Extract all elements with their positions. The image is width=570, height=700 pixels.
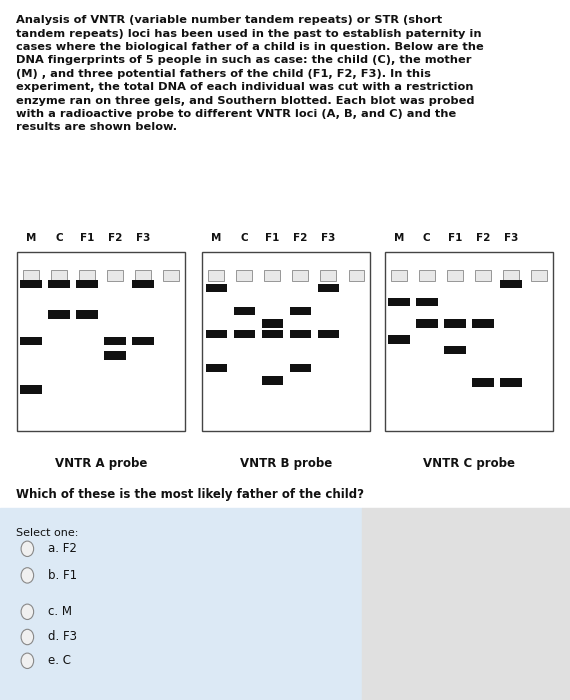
Bar (472, 378, 494, 386)
Bar (348, 270, 364, 281)
Bar (48, 280, 70, 288)
Bar (234, 330, 255, 338)
Text: C: C (423, 233, 430, 243)
Circle shape (21, 604, 34, 620)
Bar (503, 270, 519, 281)
Bar (51, 270, 67, 281)
Bar (444, 346, 466, 354)
Bar (290, 330, 311, 338)
Bar (17, 252, 185, 430)
Bar (23, 270, 39, 281)
Text: VNTR C probe: VNTR C probe (423, 457, 515, 470)
Text: F3: F3 (136, 233, 150, 243)
Text: F1: F1 (80, 233, 95, 243)
Bar (206, 330, 227, 338)
Bar (416, 319, 438, 328)
Bar (202, 252, 370, 430)
Bar (416, 298, 438, 306)
Bar (290, 364, 311, 372)
Bar (0, 0, 570, 508)
Bar (237, 270, 253, 281)
Bar (388, 335, 410, 344)
Bar (21, 385, 42, 393)
Text: d. F3: d. F3 (48, 631, 78, 643)
Text: a. F2: a. F2 (48, 542, 78, 555)
Text: M: M (393, 233, 404, 243)
Bar (76, 310, 98, 319)
Bar (500, 378, 522, 386)
Bar (21, 280, 42, 288)
Text: VNTR B probe: VNTR B probe (241, 457, 332, 470)
Bar (104, 337, 126, 346)
Text: Analysis of VNTR (variable number tandem repeats) or STR (short
tandem repeats) : Analysis of VNTR (variable number tandem… (16, 15, 484, 132)
Bar (48, 310, 70, 319)
Bar (234, 307, 255, 315)
Bar (317, 330, 339, 338)
Bar (320, 270, 336, 281)
Bar (262, 330, 283, 338)
Bar (0, 508, 362, 700)
Text: Which of these is the most likely father of the child?: Which of these is the most likely father… (16, 488, 364, 501)
Bar (21, 337, 42, 346)
Bar (107, 270, 123, 281)
Text: Select one:: Select one: (16, 528, 78, 538)
Bar (262, 319, 283, 328)
Bar (292, 270, 308, 281)
Text: M: M (26, 233, 36, 243)
Text: b. F1: b. F1 (48, 569, 78, 582)
Circle shape (21, 629, 34, 645)
Bar (385, 252, 553, 430)
Bar (500, 280, 522, 288)
Bar (206, 284, 227, 292)
Text: F2: F2 (108, 233, 123, 243)
Text: C: C (241, 233, 248, 243)
Bar (317, 284, 339, 292)
Bar (391, 270, 407, 281)
Bar (104, 351, 126, 360)
Bar (206, 364, 227, 372)
Bar (290, 307, 311, 315)
Text: F2: F2 (475, 233, 490, 243)
Text: F1: F1 (265, 233, 280, 243)
Bar (262, 377, 283, 385)
Bar (447, 270, 463, 281)
Bar (472, 319, 494, 328)
Bar (362, 508, 570, 700)
Circle shape (21, 541, 34, 556)
Bar (163, 270, 179, 281)
Circle shape (21, 653, 34, 668)
Bar (76, 280, 98, 288)
Bar (209, 270, 225, 281)
Text: F2: F2 (293, 233, 308, 243)
Text: e. C: e. C (48, 654, 71, 667)
Text: C: C (55, 233, 63, 243)
Bar (264, 270, 280, 281)
Text: c. M: c. M (48, 606, 72, 618)
Bar (79, 270, 95, 281)
Bar (531, 270, 547, 281)
Bar (475, 270, 491, 281)
Bar (444, 319, 466, 328)
Bar (132, 280, 154, 288)
Bar (132, 337, 154, 346)
Text: F3: F3 (321, 233, 336, 243)
Text: F1: F1 (447, 233, 462, 243)
Bar (388, 298, 410, 306)
Bar (419, 270, 435, 281)
Bar (135, 270, 151, 281)
Text: VNTR A probe: VNTR A probe (55, 457, 148, 470)
Circle shape (21, 568, 34, 583)
Text: F3: F3 (504, 233, 518, 243)
Text: M: M (211, 233, 222, 243)
